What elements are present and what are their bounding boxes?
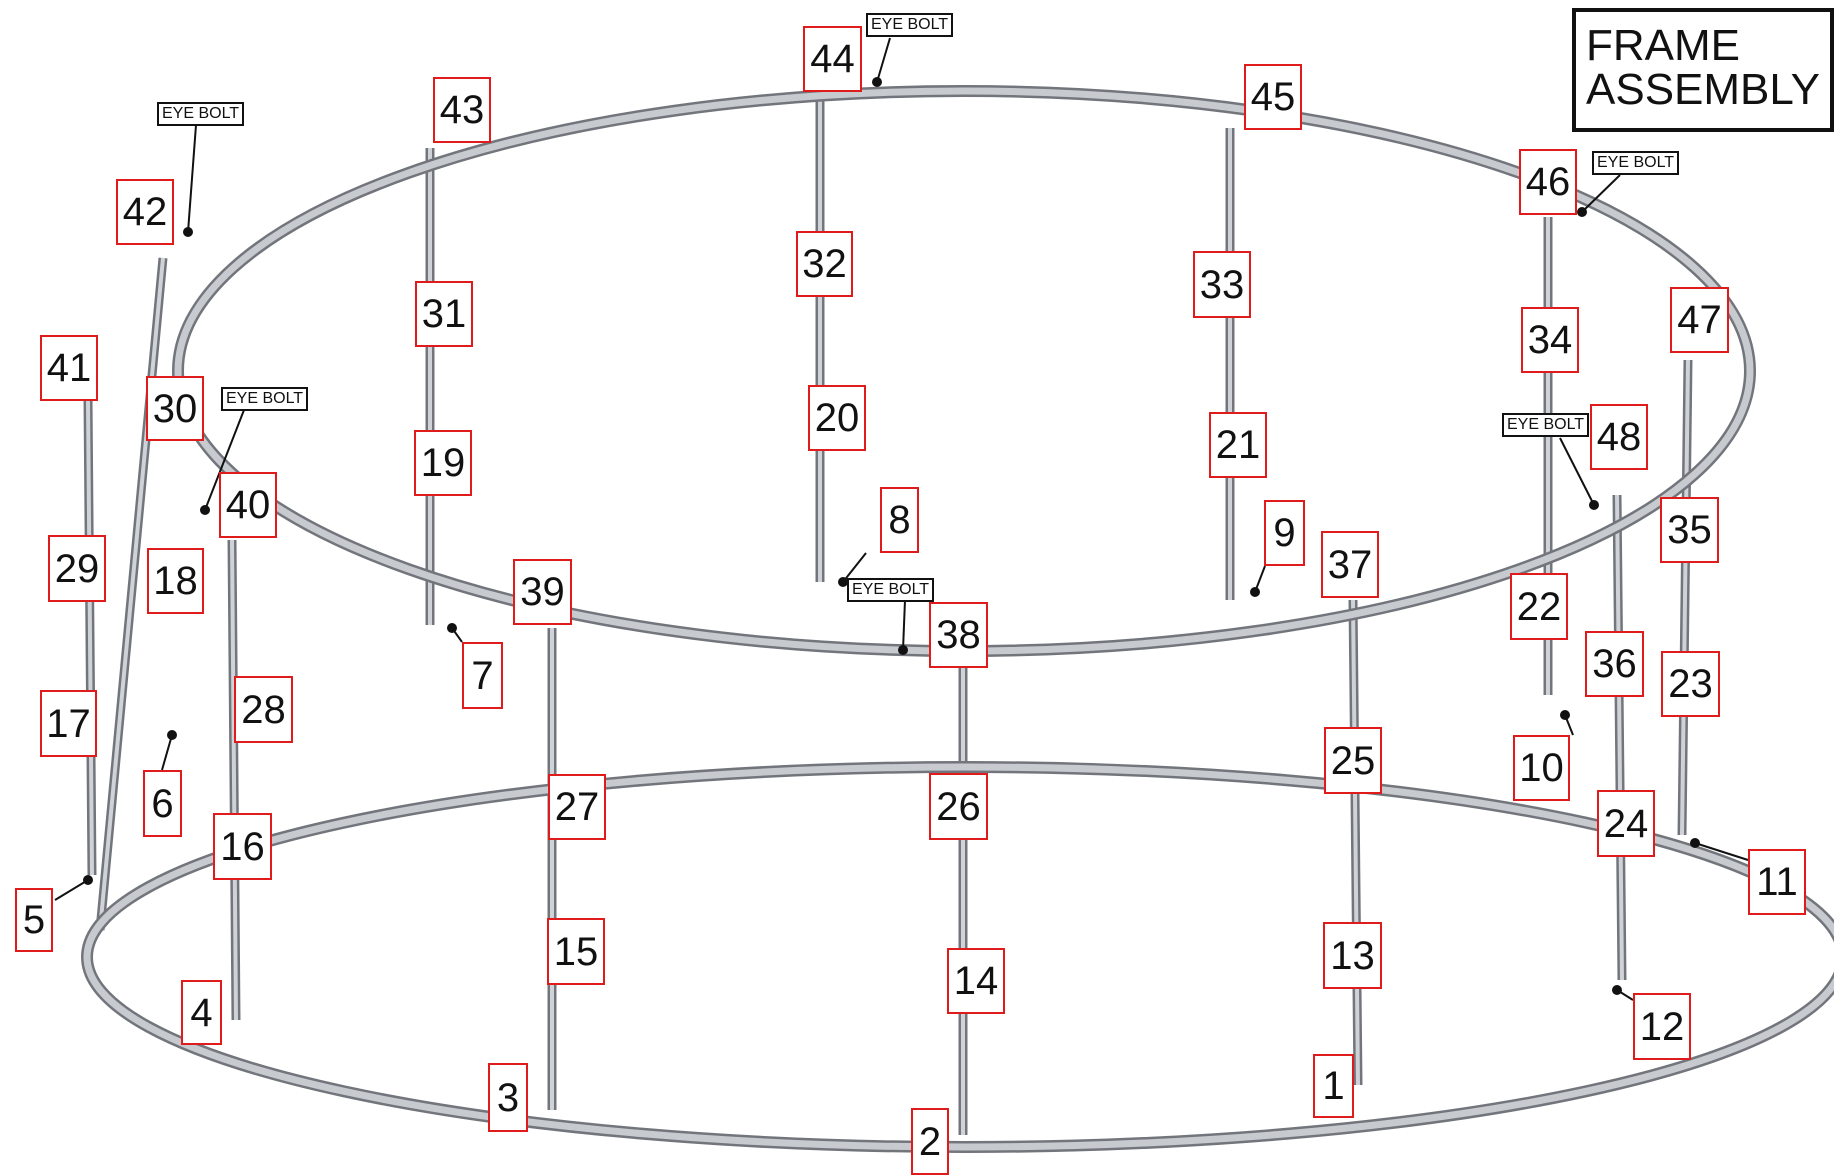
part-label-13: 13 [1323, 922, 1382, 989]
part-label-36: 36 [1585, 631, 1644, 697]
part-label-8: 8 [880, 487, 919, 553]
bottom-ring [81, 761, 1834, 1153]
leader-line [1559, 437, 1595, 506]
leader-dot [838, 577, 848, 587]
part-label-34: 34 [1521, 307, 1579, 373]
leader-dot [200, 505, 210, 515]
leader-line [54, 879, 89, 901]
leader-dot [1690, 838, 1700, 848]
eye-bolt-callout: EYE BOLT [1502, 413, 1590, 437]
part-label-14: 14 [947, 948, 1005, 1014]
title-line-2: ASSEMBLY [1586, 65, 1820, 114]
eye-bolt-callout: EYE BOLT [157, 102, 245, 126]
part-label-5: 5 [15, 888, 53, 952]
vertical-post-highlight [86, 399, 94, 876]
vertical-post-highlight [1680, 359, 1690, 836]
leader-line [876, 37, 891, 83]
leader-dot [1612, 985, 1622, 995]
part-label-19: 19 [414, 430, 472, 496]
leader-dot [1589, 500, 1599, 510]
vertical-post-highlight [230, 539, 238, 1021]
leader-dot [183, 227, 193, 237]
part-label-22: 22 [1510, 573, 1568, 640]
part-label-12: 12 [1633, 993, 1691, 1060]
part-label-43: 43 [433, 77, 491, 143]
frame-assembly-title: FRAME ASSEMBLY [1572, 8, 1834, 132]
part-label-18: 18 [147, 548, 204, 614]
part-label-1: 1 [1313, 1054, 1354, 1118]
part-label-32: 32 [796, 231, 853, 297]
part-label-46: 46 [1519, 149, 1577, 215]
part-label-21: 21 [1209, 412, 1267, 478]
leader-line [204, 409, 245, 511]
leader-dot [1250, 587, 1260, 597]
part-label-35: 35 [1660, 497, 1719, 563]
part-label-17: 17 [40, 690, 97, 757]
part-label-42: 42 [116, 179, 174, 245]
leader-dot [1560, 710, 1570, 720]
part-label-38: 38 [929, 602, 988, 668]
part-label-45: 45 [1244, 64, 1302, 130]
eye-bolt-callout: EYE BOLT [1592, 151, 1680, 175]
part-label-28: 28 [234, 676, 293, 743]
leader-dot [83, 875, 93, 885]
part-label-9: 9 [1264, 500, 1305, 566]
part-label-27: 27 [548, 774, 606, 840]
part-label-7: 7 [462, 642, 503, 709]
part-label-15: 15 [547, 918, 605, 985]
vertical-posts [83, 98, 1693, 1135]
title-line-1: FRAME [1586, 21, 1740, 70]
part-label-47: 47 [1670, 287, 1729, 353]
leader-line [161, 734, 173, 771]
leader-dot [872, 77, 882, 87]
part-label-31: 31 [415, 281, 473, 347]
leader-dot [447, 623, 457, 633]
leader-line [1694, 842, 1749, 861]
part-label-33: 33 [1193, 251, 1251, 318]
part-label-10: 10 [1513, 735, 1570, 801]
leader-dot [167, 730, 177, 740]
part-label-16: 16 [213, 813, 272, 880]
part-label-11: 11 [1748, 849, 1806, 915]
vertical-post-highlight [1351, 599, 1360, 1086]
leader-line [842, 552, 867, 583]
part-label-25: 25 [1324, 727, 1382, 794]
part-label-29: 29 [48, 535, 106, 602]
eye-bolt-callout: EYE BOLT [847, 578, 935, 602]
vertical-post-highlight [98, 257, 165, 931]
top-ring [172, 85, 1756, 657]
leader-lines [54, 37, 1749, 1001]
part-label-6: 6 [143, 770, 182, 837]
eye-bolt-callout: EYE BOLT [221, 387, 309, 411]
vertical-post-highlight [1615, 494, 1624, 981]
part-label-44: 44 [803, 26, 862, 92]
part-label-26: 26 [929, 773, 988, 840]
part-label-3: 3 [488, 1063, 528, 1132]
part-label-37: 37 [1321, 531, 1379, 598]
part-label-30: 30 [146, 376, 204, 441]
leader-line [187, 124, 197, 233]
part-label-39: 39 [513, 559, 572, 625]
part-label-40: 40 [219, 472, 277, 538]
leader-line [902, 599, 906, 651]
part-label-23: 23 [1661, 651, 1720, 717]
part-label-41: 41 [40, 335, 98, 401]
part-label-48: 48 [1590, 404, 1648, 470]
part-label-20: 20 [808, 385, 866, 451]
leader-line [1581, 174, 1621, 213]
part-label-24: 24 [1597, 790, 1655, 857]
part-label-4: 4 [181, 980, 222, 1045]
leader-dot [1577, 207, 1587, 217]
eye-bolt-callout: EYE BOLT [866, 13, 954, 37]
leader-dot [898, 645, 908, 655]
part-label-2: 2 [911, 1108, 949, 1175]
